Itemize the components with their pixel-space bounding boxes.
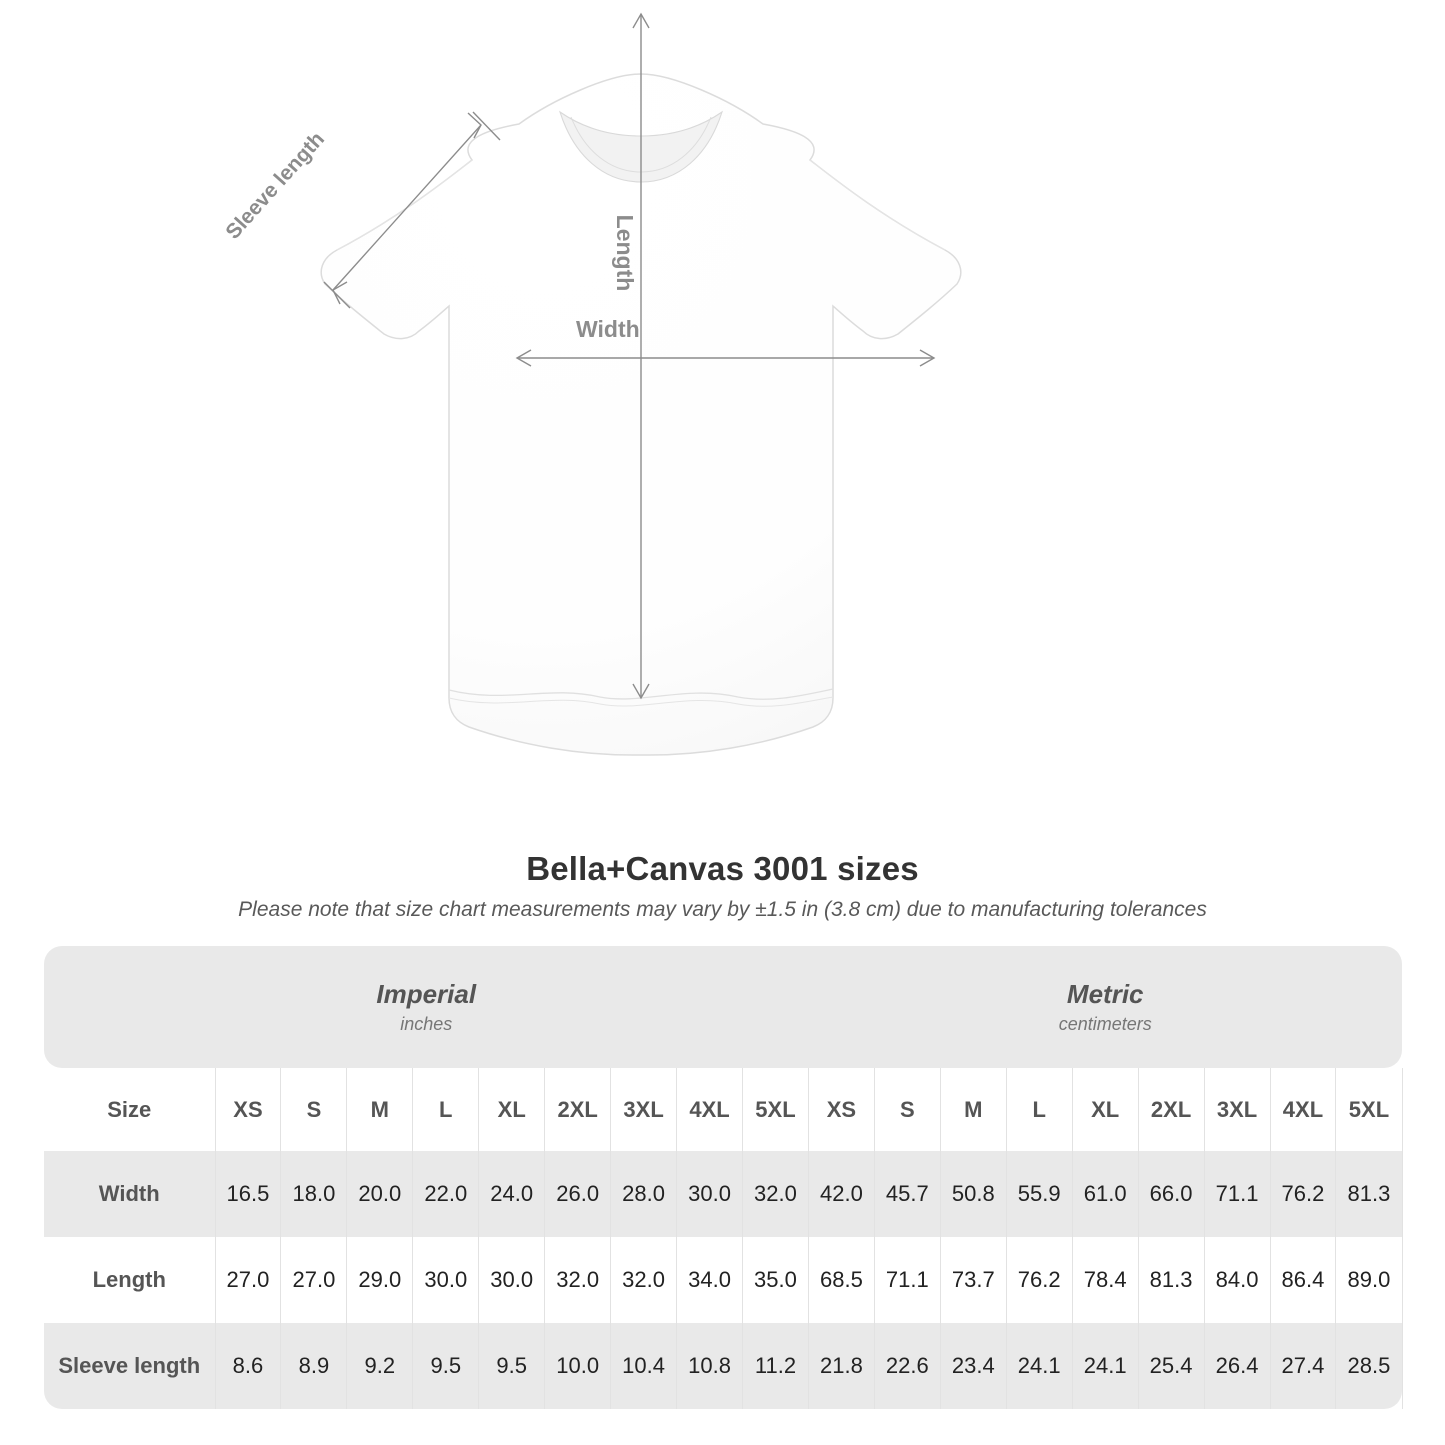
svg-text:Length: Length <box>612 215 638 292</box>
svg-text:Sleeve length: Sleeve length <box>221 128 329 244</box>
svg-text:Width: Width <box>576 316 640 342</box>
